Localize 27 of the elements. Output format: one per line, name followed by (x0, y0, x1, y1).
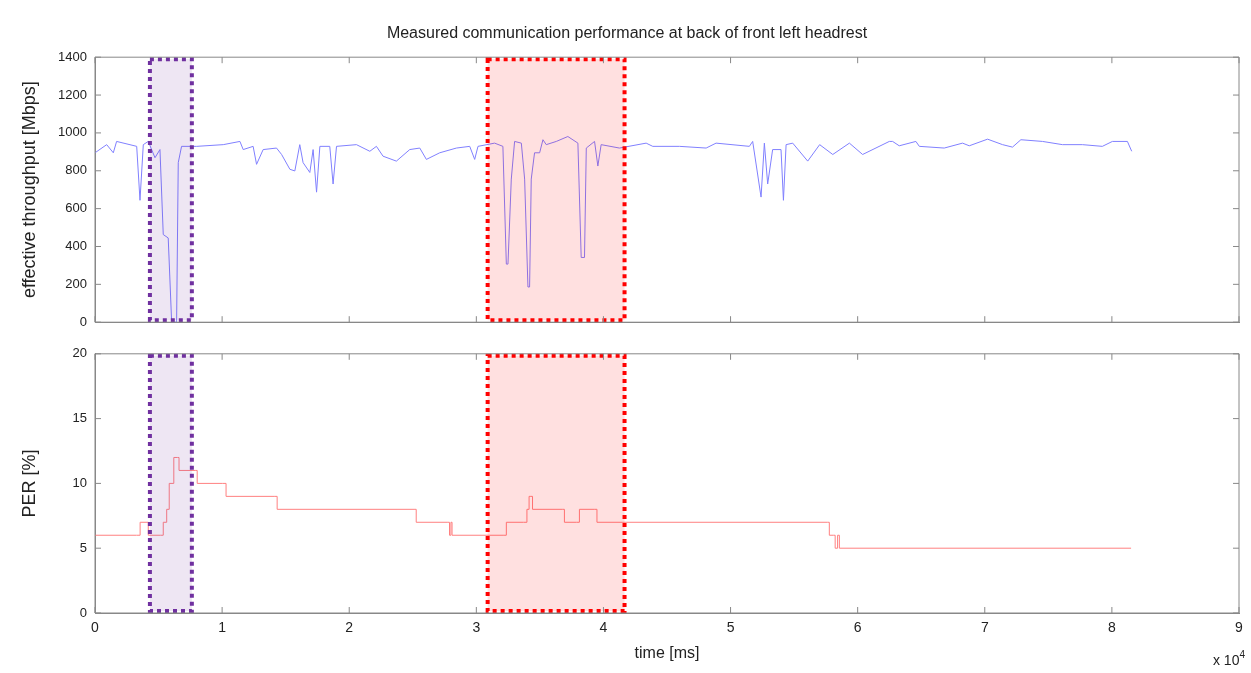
y-tick-label: 15 (72, 410, 87, 426)
x-axis-title: time [ms] (634, 643, 700, 661)
y-tick-label: 1200 (58, 86, 87, 102)
x-tick-label: 1 (218, 619, 227, 636)
y-axis-title: effective throughput [Mbps] (18, 81, 39, 299)
x-tick-label: 4 (599, 619, 608, 636)
x-tick-label: 2 (345, 619, 354, 636)
x-tick-label: 5 (726, 619, 735, 636)
y-tick-label: 1000 (58, 124, 87, 140)
y-tick-label: 600 (65, 200, 87, 216)
y-tick-label: 800 (65, 162, 87, 178)
chart-title: Measured communication performance at back of front left headrest (386, 24, 868, 42)
y-tick-label: 5 (79, 539, 87, 555)
y-tick-label: 1400 (58, 48, 87, 64)
y-tick-label: 10 (72, 474, 87, 490)
x-tick-label: 8 (1107, 619, 1116, 636)
x-tick-label: 9 (1235, 619, 1244, 636)
y-axis-title: PER [%] (18, 449, 39, 518)
x-tick-label: 3 (472, 619, 481, 636)
y-tick-label: 0 (79, 604, 87, 620)
y-tick-label: 20 (72, 345, 87, 361)
y-tick-label: 0 (79, 313, 87, 329)
y-tick-label: 400 (65, 238, 87, 254)
x-tick-label: 6 (853, 619, 862, 636)
x-tick-label: 7 (980, 619, 989, 636)
x-tick-label: 0 (91, 619, 100, 636)
y-tick-label: 200 (65, 275, 87, 291)
